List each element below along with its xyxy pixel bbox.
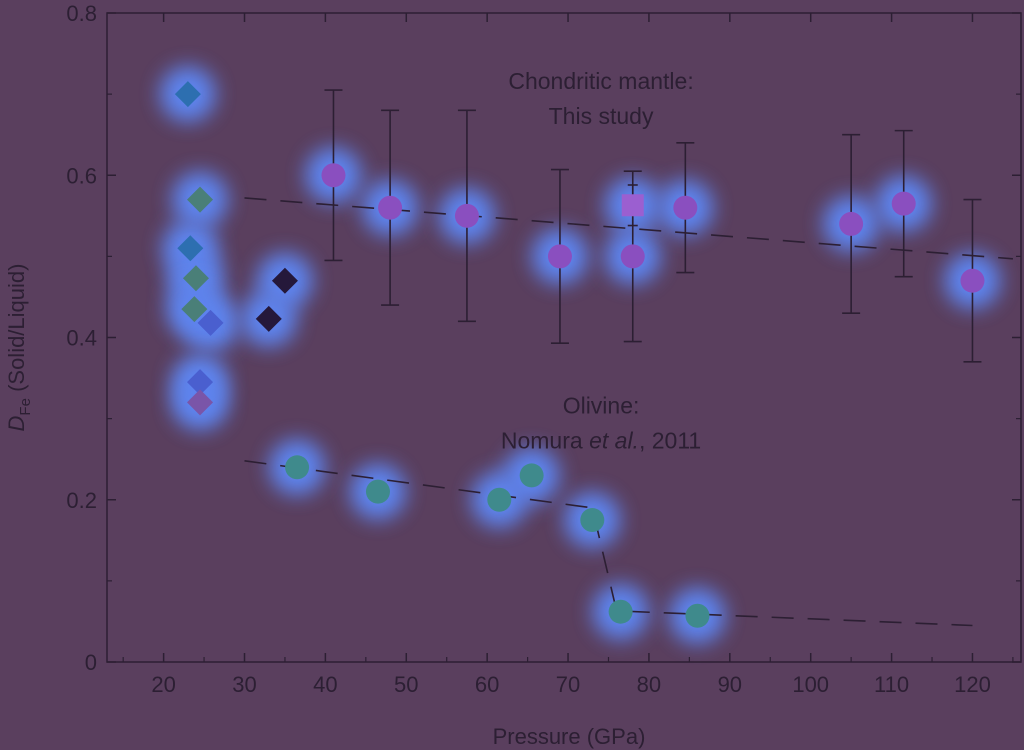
x-tick-label: 30 (232, 672, 256, 697)
fit-line (244, 197, 1013, 260)
data-point (547, 244, 572, 269)
x-tick-label: 80 (637, 672, 661, 697)
annotation-line: Nomura et al., 2011 (501, 427, 701, 453)
data-point-diamond (182, 265, 209, 292)
data-point-diamond (255, 305, 282, 332)
data-point (365, 479, 390, 504)
data-point (454, 203, 479, 228)
heat-glow-layer (159, 66, 1001, 644)
data-point-diamond (187, 389, 214, 416)
data-point-diamond (181, 296, 208, 323)
x-tick-label: 40 (313, 672, 337, 697)
y-tick-label: 0.4 (66, 326, 97, 351)
data-point-diamond (177, 235, 204, 262)
data-point (685, 603, 710, 628)
data-point-square (621, 194, 644, 217)
annotation-line: Olivine: (563, 392, 640, 418)
annotations: Chondritic mantle: This study Olivine: Nomu… (501, 68, 701, 453)
data-point (285, 455, 310, 480)
data-markers (174, 81, 985, 628)
data-point-diamond (187, 186, 214, 213)
data-point (891, 191, 916, 216)
data-point (620, 244, 645, 269)
axis-ticks: 20 30 40 50 60 70 80 90 100 110 120 0 0.2 0.4 0.6 0.8 (66, 1, 1021, 697)
y-axis-title-main: D (4, 415, 29, 431)
x-tick-label: 120 (954, 672, 991, 697)
x-tick-label: 90 (718, 672, 742, 697)
data-point (580, 508, 605, 533)
y-tick-label: 0.8 (66, 1, 97, 26)
data-point (378, 195, 403, 220)
data-point (673, 195, 698, 220)
fit-lines (244, 197, 1013, 627)
x-tick-label: 60 (475, 672, 499, 697)
x-tick-label: 110 (874, 672, 909, 697)
data-point (519, 463, 544, 488)
data-point (839, 211, 864, 236)
y-tick-label: 0 (85, 650, 97, 675)
x-tick-label: 50 (394, 672, 418, 697)
x-tick-label: 70 (556, 672, 580, 697)
y-tick-label: 0.2 (66, 488, 97, 513)
x-axis-title: Pressure (GPa) (493, 724, 646, 749)
data-point-diamond (174, 81, 201, 108)
y-tick-label: 0.6 (66, 163, 97, 188)
annotation-line: Chondritic mantle: (508, 68, 693, 94)
data-point (321, 163, 346, 188)
data-point-diamond (187, 369, 214, 396)
fit-line (244, 460, 973, 627)
y-axis-title-rest: (Solid/Liquid) (4, 264, 29, 399)
data-point-diamond (197, 309, 224, 336)
data-point-diamond (271, 267, 298, 294)
annotation-line: This study (549, 103, 654, 129)
error-bars (324, 89, 982, 363)
data-point (960, 268, 985, 293)
x-tick-label: 100 (792, 672, 829, 697)
data-point (487, 487, 512, 512)
x-tick-label: 20 (151, 672, 175, 697)
y-axis-title-sub: Fe (17, 398, 34, 416)
y-axis-title: DFe (Solid/Liquid) (4, 264, 34, 432)
data-point (608, 599, 633, 624)
